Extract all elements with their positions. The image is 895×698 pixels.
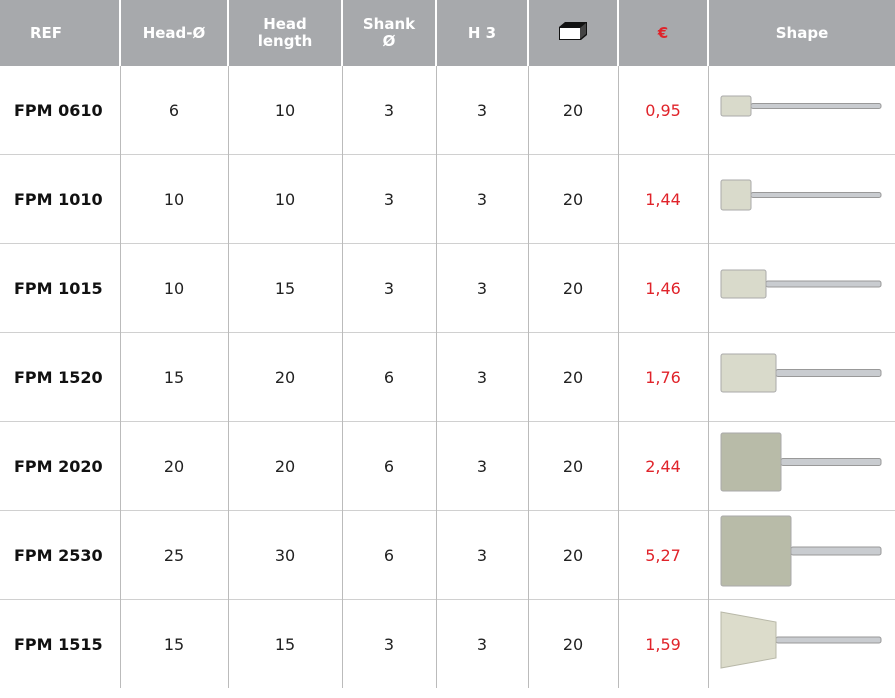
box-icon <box>556 20 590 42</box>
shape-image <box>709 511 895 595</box>
header-cell: € <box>618 0 708 66</box>
header-cell <box>528 0 618 66</box>
cell: 20 <box>528 422 618 511</box>
cell: 5,27 <box>618 511 708 600</box>
ref-cell: FPM 1520 <box>0 333 120 422</box>
cell: 3 <box>342 600 436 689</box>
page: REFHead-ØHead lengthShank ØH 3€ShapeFPM … <box>0 0 895 698</box>
cell: 10 <box>228 155 342 244</box>
header-cell: Shank Ø <box>342 0 436 66</box>
shape-image <box>709 155 895 239</box>
header-cell: Shape <box>708 0 895 66</box>
cell: 6 <box>342 511 436 600</box>
ref-cell: FPM 2020 <box>0 422 120 511</box>
cell: 3 <box>436 422 528 511</box>
header-cell: Head length <box>228 0 342 66</box>
cell: 6 <box>342 422 436 511</box>
cell: 15 <box>228 244 342 333</box>
header-cell: Head-Ø <box>120 0 228 66</box>
cell: 30 <box>228 511 342 600</box>
cell: 10 <box>120 244 228 333</box>
shape-cell <box>708 333 895 422</box>
cell: 10 <box>120 155 228 244</box>
cell: 20 <box>228 333 342 422</box>
shape-image <box>709 422 895 506</box>
cell: 20 <box>528 600 618 689</box>
cell: 3 <box>436 155 528 244</box>
table-body: REFHead-ØHead lengthShank ØH 3€ShapeFPM … <box>0 0 895 688</box>
cell: 3 <box>436 66 528 155</box>
cell: 1,59 <box>618 600 708 689</box>
cell: 20 <box>528 511 618 600</box>
shape-cell <box>708 66 895 155</box>
cell: 3 <box>436 244 528 333</box>
product-table: REFHead-ØHead lengthShank ØH 3€ShapeFPM … <box>0 0 895 688</box>
shape-cell <box>708 244 895 333</box>
ref-cell: FPM 1010 <box>0 155 120 244</box>
cell: 20 <box>528 244 618 333</box>
header-cell: REF <box>0 0 120 66</box>
cell: 20 <box>528 333 618 422</box>
cell: 15 <box>228 600 342 689</box>
shape-image <box>709 66 895 150</box>
cell: 15 <box>120 333 228 422</box>
shape-image <box>709 244 895 328</box>
cell: 15 <box>120 600 228 689</box>
cell: 6 <box>342 333 436 422</box>
cell: 0,95 <box>618 66 708 155</box>
cell: 3 <box>436 333 528 422</box>
cell: 20 <box>120 422 228 511</box>
cell: 6 <box>120 66 228 155</box>
cell: 3 <box>342 155 436 244</box>
header-cell: H 3 <box>436 0 528 66</box>
shape-image <box>709 600 895 684</box>
cell: 20 <box>528 155 618 244</box>
shape-cell <box>708 155 895 244</box>
ref-cell: FPM 1515 <box>0 600 120 689</box>
cell: 3 <box>342 244 436 333</box>
shape-image <box>709 333 895 417</box>
cell: 2,44 <box>618 422 708 511</box>
shape-cell <box>708 511 895 600</box>
cell: 1,46 <box>618 244 708 333</box>
ref-cell: FPM 1015 <box>0 244 120 333</box>
cell: 1,76 <box>618 333 708 422</box>
cell: 10 <box>228 66 342 155</box>
cell: 3 <box>436 511 528 600</box>
cell: 1,44 <box>618 155 708 244</box>
cell: 25 <box>120 511 228 600</box>
ref-cell: FPM 2530 <box>0 511 120 600</box>
cell: 20 <box>528 66 618 155</box>
shape-cell <box>708 600 895 689</box>
cell: 3 <box>342 66 436 155</box>
shape-cell <box>708 422 895 511</box>
cell: 20 <box>228 422 342 511</box>
ref-cell: FPM 0610 <box>0 66 120 155</box>
cell: 3 <box>436 600 528 689</box>
